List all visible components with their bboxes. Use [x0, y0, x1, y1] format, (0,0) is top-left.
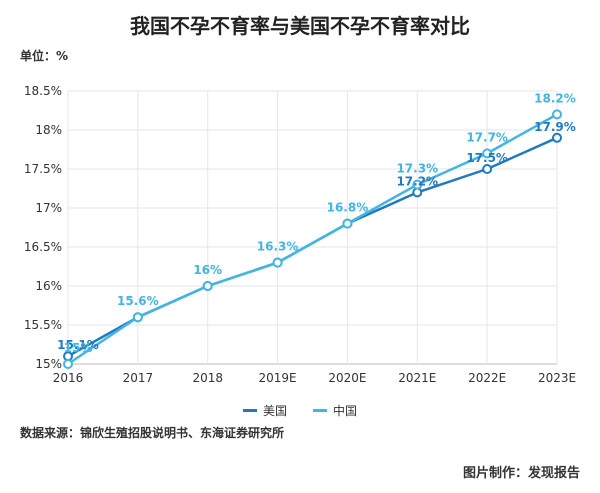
x-tick-labels: 2016 2017 2018 2019E 2020E 2021E 2022E 2023E	[53, 371, 576, 385]
data-point	[342, 218, 353, 229]
data-point	[202, 281, 213, 291]
series-line-cn	[67, 113, 558, 366]
data-point	[482, 148, 493, 159]
y-tick-label: 18%	[35, 123, 62, 137]
legend-label-us: 美国	[262, 404, 287, 418]
line-chart: 15%15.5%16%16.5%17%17.5%18%18.5% 2016 201…	[24, 84, 576, 385]
data-label: 17.7%	[466, 130, 508, 144]
y-tick-label: 16.5%	[24, 240, 62, 254]
data-label: 16.8%	[327, 201, 369, 215]
data-point	[272, 257, 283, 268]
x-tick-label: 2016	[53, 371, 84, 385]
legend: 美国 中国	[0, 402, 600, 419]
data-point	[482, 164, 493, 174]
x-tick-label: 2022E	[468, 371, 506, 385]
data-point	[552, 109, 562, 120]
y-tick-label: 16%	[35, 279, 62, 293]
series-layer	[63, 109, 562, 369]
data-point	[132, 312, 143, 323]
unit-label: 单位：%	[20, 49, 69, 63]
data-label: 17.3%	[396, 162, 438, 176]
data-point	[412, 179, 423, 190]
x-tick-label: 2020E	[328, 371, 366, 385]
data-labels-layer: 15.1% 17.2% 17.5% 17.9% 15% 15.6% 16% 16.3% 16.8…	[57, 91, 576, 355]
grid-lines	[67, 90, 558, 365]
legend-swatch-cn	[313, 409, 327, 412]
y-tick-label: 18.5%	[24, 84, 62, 98]
x-tick-label: 2021E	[398, 371, 436, 385]
image-credit: 图片制作：发现报告	[462, 466, 580, 481]
legend-label-cn: 中国	[333, 404, 358, 418]
x-tick-label: 2023E	[538, 371, 576, 385]
x-tick-label: 2019E	[259, 371, 297, 385]
x-tick-label: 2017	[123, 371, 154, 385]
legend-item-us[interactable]: 美国	[242, 402, 287, 419]
data-label: 16%	[193, 263, 222, 277]
data-label: 18.2%	[534, 91, 576, 105]
data-label: 15.1%	[57, 338, 99, 352]
data-label: 15.6%	[117, 294, 159, 308]
x-tick-label: 2018	[192, 371, 223, 385]
y-tick-label: 15%	[35, 357, 62, 371]
data-point	[552, 132, 562, 143]
data-label: 16.3%	[257, 240, 299, 254]
chart-title: 我国不孕不育率与美国不孕不育率对比	[130, 14, 470, 38]
y-tick-labels: 15% 15.5% 16% 16.5% 17% 17.5% 18% 18.5%	[24, 84, 62, 371]
data-label: 17.2%	[396, 174, 438, 188]
data-point	[63, 359, 73, 369]
y-tick-label: 15.5%	[24, 318, 62, 332]
data-label: 15%	[64, 341, 93, 355]
data-label: 17.9%	[534, 120, 576, 134]
data-source: 数据来源：锦欣生殖招股说明书、东海证券研究所	[20, 426, 285, 440]
legend-swatch-us	[242, 409, 257, 412]
data-label: 17.5%	[466, 151, 508, 165]
y-tick-label: 17.5%	[24, 162, 62, 176]
legend-item-cn[interactable]: 中国	[313, 402, 357, 419]
y-tick-label: 17%	[35, 201, 62, 215]
